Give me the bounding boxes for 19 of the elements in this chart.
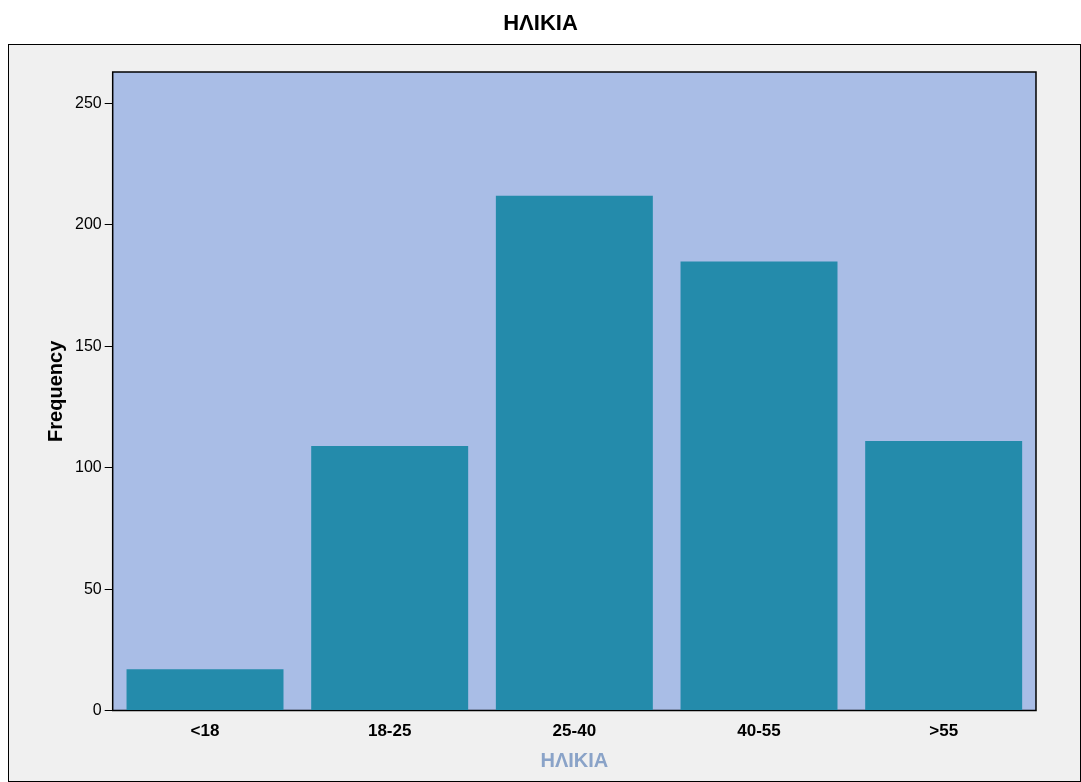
bar [865,441,1023,711]
x-axis-title: ΗΛΙΚΙΑ [540,748,609,771]
bar [495,195,653,711]
x-tick-label: 40-55 [737,721,781,741]
y-tick-label: 50 [83,579,102,597]
bar [126,669,284,711]
x-tick-label: >55 [929,721,959,741]
chart-title: ΗΛΙΚΙΑ [502,10,579,36]
x-tick-label: 18-25 [367,721,412,741]
y-tick-label: 250 [74,93,102,111]
y-axis-title: Frequency [43,339,66,442]
y-tick-label: 200 [74,215,102,233]
bar [680,261,838,711]
y-tick-label: 100 [74,458,102,476]
y-tick-label: 150 [74,336,102,354]
y-tick-label: 0 [92,701,102,719]
x-tick-label: 25-40 [552,721,597,741]
bar [311,445,469,711]
x-tick-label: <18 [190,721,220,741]
